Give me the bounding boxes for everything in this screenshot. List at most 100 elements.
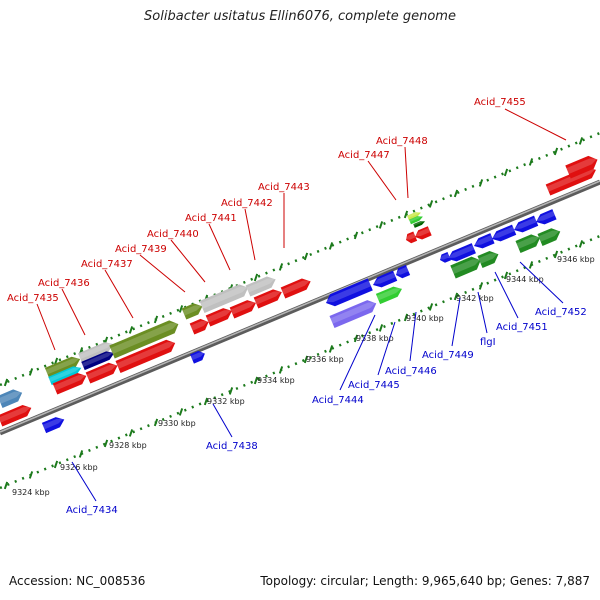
accession-text: Accession: NC_008536 (9, 574, 146, 588)
forward-gene-arrow[interactable] (329, 297, 378, 328)
reverse-gene-arrow[interactable] (490, 224, 517, 244)
lower-gene-label[interactable]: Acid_7438 (206, 441, 258, 452)
forward-gene-arrow[interactable] (52, 370, 89, 395)
scale-tick (3, 378, 9, 387)
forward-gene-arrow[interactable] (537, 225, 562, 246)
scale-tick (28, 471, 34, 479)
genome-backbone (0, 179, 600, 436)
reverse-gene-arrow[interactable] (394, 264, 411, 280)
forward-gene-arrow[interactable] (85, 360, 120, 384)
upper-label-leader (504, 108, 567, 141)
scale-tick (128, 326, 134, 334)
lower-gene-label[interactable]: Acid_7449 (422, 350, 474, 361)
upper-label-leader (139, 254, 186, 293)
genome-stats-text: Topology: circular; Length: 9,965,640 bp… (260, 574, 590, 588)
forward-gene-arrow[interactable] (280, 276, 313, 299)
lower-gene-label[interactable]: Acid_7445 (348, 380, 400, 391)
scale-tick (503, 271, 509, 280)
upper-label-leader (208, 223, 231, 271)
upper-gene-label[interactable]: Acid_7448 (376, 136, 428, 147)
scale-tick (578, 137, 584, 145)
forward-gene-arrow[interactable] (44, 354, 82, 379)
upper-label-leader (404, 146, 409, 199)
forward-gene-arrow[interactable] (0, 402, 34, 427)
lower-gene-label[interactable]: flgI (480, 337, 496, 348)
scale-tick (53, 460, 59, 469)
forward-gene-arrow[interactable] (450, 254, 483, 279)
upper-gene-label[interactable]: Acid_7447 (338, 150, 390, 161)
scale-tick (78, 450, 84, 458)
forward-gene-arrow[interactable] (407, 210, 422, 221)
lower-label-leader (409, 311, 417, 362)
scale-tick (478, 282, 484, 290)
upper-label-leader (367, 160, 397, 201)
scale-tick (303, 252, 309, 261)
upper-gene-label[interactable]: Acid_7437 (81, 259, 133, 270)
upper-gene-label[interactable]: Acid_7455 (474, 97, 526, 108)
upper-label-leader (104, 269, 134, 319)
reverse-gene-arrow[interactable] (323, 278, 373, 309)
forward-gene-arrow[interactable] (375, 284, 404, 305)
forward-gene-arrow[interactable] (413, 220, 426, 228)
forward-gene-arrow[interactable] (48, 364, 83, 386)
scale-tick-label: 9332 kbp (207, 397, 245, 406)
upper-gene-label[interactable]: Acid_7435 (7, 293, 59, 304)
upper-gene-label[interactable]: Acid_7441 (185, 213, 237, 224)
upper-gene-label[interactable]: Acid_7443 (258, 182, 310, 193)
forward-gene-arrow[interactable] (199, 282, 250, 313)
scale-tick (253, 273, 259, 282)
lower-gene-label[interactable]: Acid_7434 (66, 505, 118, 516)
scale-tick (328, 345, 334, 353)
scale-tick (178, 305, 184, 313)
forward-gene-arrow[interactable] (41, 414, 67, 434)
lower-gene-label[interactable]: Acid_7444 (312, 395, 364, 406)
lower-gene-label[interactable]: Acid_7446 (385, 366, 437, 377)
scale-tick (153, 315, 159, 324)
upper-gene-label[interactable]: Acid_7440 (147, 229, 199, 240)
forward-gene-arrow[interactable] (545, 164, 599, 196)
upper-gene-label[interactable]: Acid_7439 (115, 244, 167, 255)
upper-gene-label[interactable]: Acid_7442 (221, 198, 273, 209)
scale-tick-label: 9334 kbp (257, 376, 295, 385)
scale-tick-label: 9342 kbp (456, 294, 494, 303)
upper-label-leader (61, 288, 86, 336)
forward-gene-arrow[interactable] (0, 387, 25, 408)
forward-gene-arrow[interactable] (409, 214, 424, 225)
scale-tick-label: 9336 kbp (306, 355, 344, 364)
forward-gene-arrow[interactable] (565, 153, 600, 179)
upper-gene-label[interactable]: Acid_7436 (38, 278, 90, 289)
reverse-gene-arrow[interactable] (472, 233, 495, 251)
reverse-gene-arrow[interactable] (512, 215, 539, 235)
forward-gene-arrow[interactable] (190, 349, 207, 364)
forward-gene-arrow[interactable] (515, 232, 542, 253)
forward-gene-arrow[interactable] (205, 305, 235, 327)
forward-gene-arrow[interactable] (81, 349, 116, 371)
reverse-gene-arrow[interactable] (534, 209, 557, 227)
forward-gene-arrow[interactable] (253, 287, 284, 309)
forward-gene-arrow[interactable] (477, 248, 500, 268)
lower-label-leader (377, 321, 396, 376)
scale-tick (378, 324, 384, 332)
map-title: Solibacter usitatus Ellin6076, complete … (144, 9, 456, 24)
forward-gene-arrow[interactable] (189, 316, 211, 335)
reverse-gene-arrow[interactable] (438, 251, 451, 264)
scale-tick (378, 221, 384, 229)
lower-gene-label[interactable]: Acid_7451 (496, 322, 548, 333)
forward-gene-arrow[interactable] (78, 339, 115, 363)
reverse-gene-arrow[interactable] (404, 231, 418, 245)
reverse-gene-arrow[interactable] (446, 243, 476, 264)
scale-tick (203, 397, 209, 406)
reverse-gene-arrow[interactable] (413, 226, 432, 241)
forward-gene-arrow[interactable] (181, 301, 205, 320)
scale-tick (528, 158, 534, 166)
forward-gene-arrow[interactable] (109, 318, 181, 359)
forward-gene-arrow[interactable] (229, 297, 259, 319)
forward-gene-arrow[interactable] (245, 274, 278, 297)
lower-gene-label[interactable]: Acid_7452 (535, 307, 587, 318)
scale-tick-label: 9330 kbp (158, 419, 196, 428)
reverse-gene-arrow[interactable] (371, 270, 398, 290)
scale-tick-label: 9338 kbp (356, 334, 394, 343)
scale-tick (278, 263, 284, 271)
forward-gene-arrow[interactable] (115, 337, 177, 373)
